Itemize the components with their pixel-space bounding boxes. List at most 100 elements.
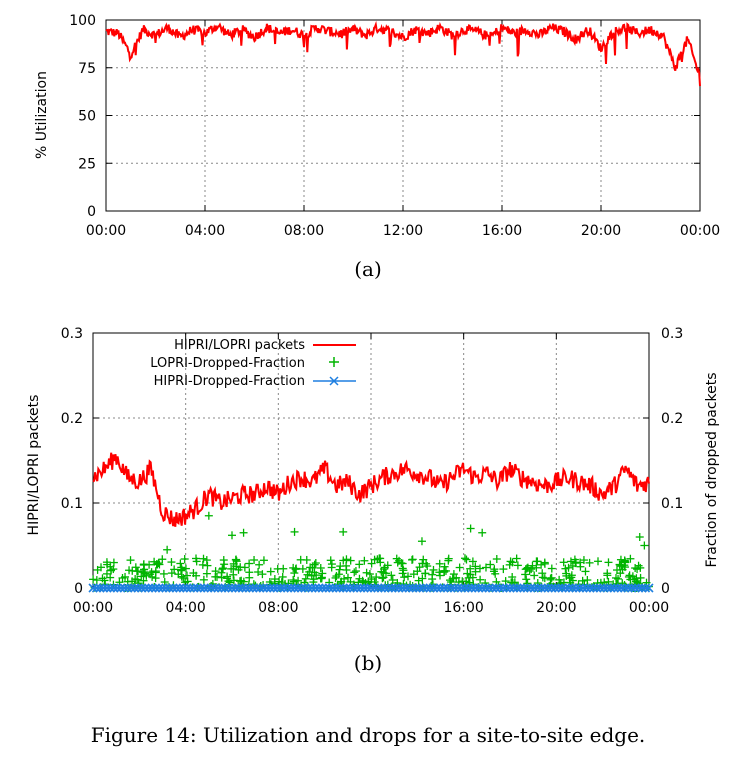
y2-tick-label: 0.3 — [661, 326, 683, 342]
lopri-dropped-point — [309, 578, 318, 587]
figure-caption: Figure 14: Utilization and drops for a s… — [91, 723, 646, 747]
lopri-dropped-point — [603, 569, 612, 578]
lopri-dropped-point — [177, 572, 186, 581]
lopri-dropped-point — [380, 565, 389, 574]
lopri-dropped-point — [350, 568, 359, 577]
lopri-dropped-point — [462, 555, 471, 564]
lopri-dropped-point — [301, 574, 310, 583]
lopri-dropped-point — [408, 555, 417, 564]
lopri-dropped-point — [636, 573, 645, 582]
lopri-dropped-point — [612, 566, 621, 575]
lopri-dropped-point — [145, 560, 154, 569]
lopri-dropped-point — [151, 567, 160, 576]
lopri-dropped-point — [522, 575, 531, 584]
lopri-dropped-point — [203, 561, 212, 570]
lopri-dropped-point — [273, 564, 282, 573]
lopri-dropped-point — [532, 563, 541, 572]
x-tick-label: 08:00 — [284, 223, 324, 239]
lopri-dropped-point — [154, 559, 163, 568]
lopri-dropped-point — [102, 558, 111, 567]
lopri-dropped-point — [614, 574, 623, 583]
lopri-dropped-point — [464, 573, 473, 582]
packets-y-axis-label-right: Fraction of dropped packets — [704, 372, 720, 567]
lopri-dropped-point — [365, 570, 374, 579]
lopri-dropped-point — [395, 556, 404, 565]
lopri-dropped-point — [199, 554, 208, 563]
lopri-dropped-point — [475, 564, 484, 573]
lopri-dropped-point — [177, 565, 186, 574]
packets-grid — [93, 333, 649, 588]
y-tick-label: 0.1 — [61, 496, 83, 512]
y-tick-label: 25 — [78, 156, 96, 172]
lopri-dropped-point — [540, 574, 549, 583]
lopri-dropped-point — [202, 569, 211, 578]
lopri-dropped-point — [302, 555, 311, 564]
lopri-dropped-point — [151, 574, 160, 583]
lopri-dropped-point — [512, 554, 521, 563]
lopri-dropped-point — [331, 573, 340, 582]
lopri-dropped-point — [183, 577, 192, 586]
lopri-dropped-point — [198, 560, 207, 569]
x-tick-label: 00:00 — [629, 600, 669, 616]
y-tick-label: 0.3 — [61, 326, 83, 342]
lopri-dropped-point — [254, 568, 263, 577]
x-tick-label: 00:00 — [680, 223, 720, 239]
hipri-lopri-series-line — [92, 452, 650, 527]
lopri-dropped-point — [583, 576, 592, 585]
subplot-label-a: (a) — [354, 257, 382, 281]
lopri-dropped-point — [355, 560, 364, 569]
lopri-dropped-point — [227, 564, 236, 573]
lopri-dropped-point — [378, 574, 387, 583]
lopri-dropped-point — [239, 528, 248, 537]
lopri-dropped-point — [635, 533, 644, 541]
lopri-dropped-point — [231, 555, 240, 564]
lopri-dropped-point — [615, 561, 624, 570]
lopri-dropped-point — [530, 571, 539, 580]
lopri-dropped-point — [367, 559, 376, 568]
lopri-dropped-point — [189, 569, 198, 578]
lopri-dropped-point — [481, 563, 490, 572]
legend: HIPRI/LOPRI packets LOPRI-Dropped-Fracti… — [150, 338, 356, 389]
lopri-dropped-point — [501, 577, 510, 586]
lopri-dropped-point — [245, 559, 254, 568]
lopri-dropped-point — [581, 567, 590, 576]
y-tick-label: 75 — [78, 61, 96, 77]
lopri-dropped-point — [413, 567, 422, 576]
lopri-dropped-point — [290, 569, 299, 578]
lopri-dropped-point — [419, 555, 428, 564]
lopri-dropped-point — [358, 576, 367, 585]
lopri-dropped-point — [180, 555, 189, 564]
legend-label-lopri-dropped: LOPRI-Dropped-Fraction — [150, 356, 305, 371]
lopri-dropped-point — [342, 565, 351, 574]
lopri-dropped-point — [403, 572, 412, 581]
lopri-dropped-point — [199, 575, 208, 584]
lopri-dropped-point — [176, 559, 185, 568]
hipri-dropped-markers — [88, 583, 654, 593]
lopri-dropped-point — [559, 558, 568, 567]
lopri-dropped-point — [460, 554, 469, 563]
legend-label-hipri-lopri: HIPRI/LOPRI packets — [174, 338, 305, 353]
lopri-dropped-point — [491, 569, 500, 578]
lopri-dropped-point — [640, 541, 649, 550]
lopri-dropped-point — [436, 571, 445, 580]
lopri-dropped-point — [245, 568, 254, 577]
lopri-dropped-point — [211, 567, 220, 576]
lopri-dropped-point — [342, 555, 351, 564]
subplot-label-b: (b) — [354, 651, 382, 675]
lopri-dropped-point — [379, 573, 388, 582]
lopri-dropped-point — [562, 569, 571, 578]
lopri-dropped-point — [417, 537, 426, 546]
lopri-dropped-point — [594, 557, 603, 566]
lopri-dropped-point — [237, 576, 246, 585]
lopri-dropped-point — [540, 559, 549, 568]
lopri-dropped-point — [508, 573, 517, 582]
lopri-dropped-point — [217, 568, 226, 577]
lopri-dropped-point — [163, 545, 172, 554]
lopri-dropped-point — [270, 575, 279, 584]
y-tick-label: 50 — [78, 109, 96, 125]
lopri-dropped-point — [376, 558, 385, 567]
y-tick-label: 0 — [74, 581, 83, 597]
lopri-dropped-point — [310, 568, 319, 577]
lopri-dropped-point — [316, 574, 325, 583]
